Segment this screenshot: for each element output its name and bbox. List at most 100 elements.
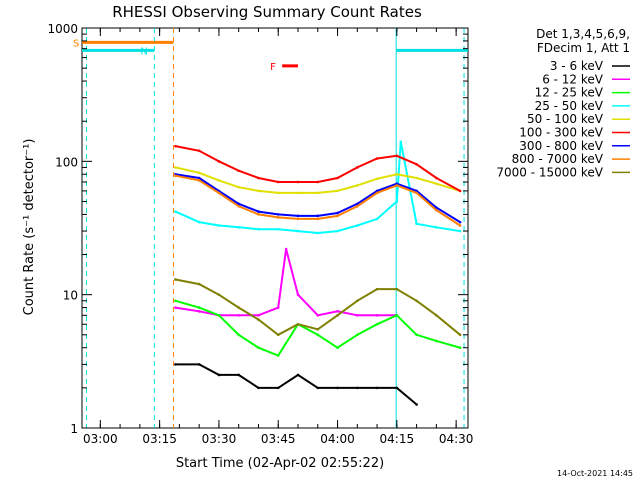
series-point xyxy=(336,176,339,180)
series-point xyxy=(375,287,379,291)
series-point xyxy=(395,287,399,291)
series-point xyxy=(415,299,418,303)
series-point xyxy=(356,166,359,169)
legend-header-line-2: FDecim 1, Att 1 xyxy=(537,41,630,55)
series-point xyxy=(395,154,399,158)
series-point xyxy=(217,191,221,195)
series-point xyxy=(197,310,201,313)
legend-label: 7000 - 15000 keV xyxy=(496,165,603,179)
x-axis-label: Start Time (02-Apr-02 02:55:22) xyxy=(176,456,384,471)
x-tick-label: 04:00 xyxy=(320,432,355,446)
series-point xyxy=(197,149,201,153)
series-point xyxy=(197,220,201,224)
series-point xyxy=(375,386,379,390)
series-point xyxy=(399,140,403,144)
series-point xyxy=(257,210,260,213)
series-point xyxy=(316,214,320,218)
series-line xyxy=(175,145,461,192)
series-point xyxy=(375,191,379,195)
y-axis-label: Count Rate (s⁻¹ detector⁻¹) xyxy=(22,139,37,316)
series-point xyxy=(197,363,201,366)
series-point xyxy=(336,214,339,218)
series-point xyxy=(435,182,438,185)
series-point xyxy=(458,224,462,227)
series-point xyxy=(174,299,177,303)
series-point xyxy=(415,176,418,180)
series-point xyxy=(316,327,320,331)
series-point xyxy=(284,247,288,251)
series-point xyxy=(276,191,280,195)
legend-label: 800 - 7000 keV xyxy=(512,152,604,166)
series-point xyxy=(296,322,300,326)
series-point xyxy=(316,191,320,195)
series-point xyxy=(336,386,339,390)
series-point xyxy=(316,217,320,221)
series-point xyxy=(415,189,418,193)
series-point xyxy=(296,229,300,233)
series-point xyxy=(197,179,201,182)
chart-title: RHESSI Observing Summary Count Rates xyxy=(112,3,422,21)
series-point xyxy=(174,166,177,169)
x-tick-label: 03:15 xyxy=(142,432,177,446)
legend-label: 6 - 12 keV xyxy=(542,72,604,86)
series-point xyxy=(415,403,418,406)
series-point xyxy=(375,322,379,326)
flag-label-s: S xyxy=(73,38,79,49)
legend-label: 25 - 50 keV xyxy=(535,99,604,113)
series-point xyxy=(174,144,177,148)
series-point xyxy=(395,172,399,176)
y-tick-label: 1 xyxy=(70,422,78,436)
series-point xyxy=(217,314,221,317)
series-point xyxy=(296,293,300,296)
series-point xyxy=(415,333,418,337)
series-point xyxy=(435,314,438,317)
series-point xyxy=(395,386,399,390)
series-point xyxy=(296,191,300,195)
series-point xyxy=(375,217,379,221)
series-point xyxy=(257,314,260,317)
series-point xyxy=(296,180,300,184)
series-point xyxy=(197,176,201,180)
series-point xyxy=(316,180,320,184)
series-point xyxy=(336,346,339,350)
series-point xyxy=(197,171,201,175)
series-point xyxy=(316,314,320,317)
series-point xyxy=(174,210,177,213)
series-point xyxy=(296,214,300,218)
series-point xyxy=(257,346,260,350)
y-tick-label: 10 xyxy=(63,289,78,303)
legend-label: 100 - 300 keV xyxy=(519,126,603,140)
series-point xyxy=(375,189,379,193)
series-point xyxy=(375,314,379,317)
series-point xyxy=(296,217,300,221)
series-point xyxy=(356,202,359,206)
series-line xyxy=(175,278,461,336)
series-point xyxy=(217,179,221,182)
series-point xyxy=(257,318,260,321)
series-point xyxy=(435,226,438,229)
series-point xyxy=(174,278,177,281)
series-point xyxy=(316,333,320,337)
series-point xyxy=(356,299,359,303)
series-point xyxy=(395,314,399,317)
series-point xyxy=(458,189,462,193)
plot-frame xyxy=(81,27,469,429)
series-point xyxy=(435,339,438,343)
legend-label: 300 - 800 keV xyxy=(519,139,603,153)
series-point xyxy=(237,314,240,317)
series-point xyxy=(257,189,260,193)
series-point xyxy=(197,306,201,309)
series-point xyxy=(257,213,260,216)
series-point xyxy=(415,222,418,226)
legend-header-line-1: Det 1,3,4,5,6,9, xyxy=(536,27,630,41)
series-point xyxy=(257,227,260,231)
legend-label: 12 - 25 keV xyxy=(535,86,604,100)
flag-label-n: N xyxy=(140,46,147,57)
series-point xyxy=(395,200,399,203)
series-point xyxy=(276,213,280,216)
series-point xyxy=(197,282,201,286)
series-point xyxy=(276,354,280,357)
series-point xyxy=(395,184,399,187)
